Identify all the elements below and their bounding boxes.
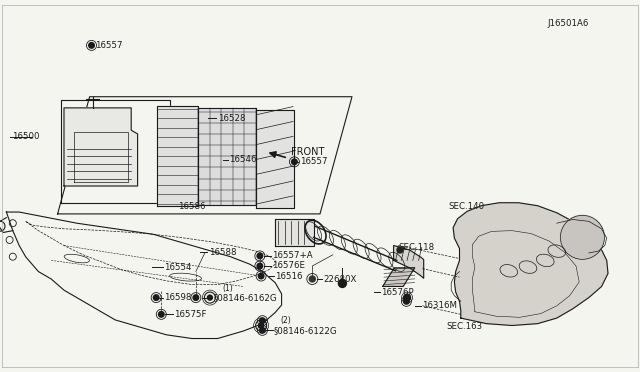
Circle shape [259, 323, 264, 328]
Polygon shape [157, 106, 198, 206]
Polygon shape [256, 110, 294, 208]
Text: 16554: 16554 [164, 263, 191, 272]
Polygon shape [275, 219, 314, 246]
Circle shape [193, 295, 198, 301]
Circle shape [260, 318, 265, 324]
Polygon shape [394, 246, 424, 278]
Polygon shape [64, 108, 138, 186]
Circle shape [404, 294, 410, 301]
Polygon shape [453, 203, 608, 326]
Text: (2): (2) [280, 316, 291, 325]
Text: (1): (1) [223, 284, 234, 293]
Text: 16557: 16557 [300, 157, 327, 166]
Bar [198, 108, 256, 205]
Circle shape [339, 279, 346, 288]
Circle shape [154, 295, 159, 301]
Text: §08146-6162G: §08146-6162G [214, 293, 277, 302]
Text: 22680X: 22680X [323, 275, 356, 283]
Text: 16500: 16500 [12, 132, 39, 141]
Text: §08146-6122G: §08146-6122G [274, 326, 337, 335]
Text: 16598: 16598 [164, 293, 191, 302]
Text: 16528: 16528 [218, 114, 245, 123]
Text: 16575F: 16575F [174, 310, 207, 319]
Text: 16557: 16557 [95, 41, 122, 50]
Circle shape [397, 247, 403, 253]
Text: 16546: 16546 [229, 155, 257, 164]
Circle shape [259, 273, 264, 279]
Circle shape [292, 159, 297, 165]
Circle shape [260, 327, 265, 333]
Text: 16557+A: 16557+A [272, 251, 312, 260]
Text: FRONT: FRONT [291, 147, 324, 157]
Text: SEC.118: SEC.118 [398, 243, 434, 252]
Text: SEC.140: SEC.140 [448, 202, 484, 211]
Text: SEC.163: SEC.163 [447, 322, 483, 331]
Circle shape [257, 253, 262, 259]
Text: 16316M: 16316M [422, 301, 458, 310]
Circle shape [561, 215, 604, 259]
Circle shape [404, 298, 409, 304]
Text: J16501A6: J16501A6 [548, 19, 589, 28]
Polygon shape [383, 268, 415, 286]
Text: 16576P: 16576P [381, 288, 413, 296]
Text: 16516: 16516 [275, 272, 303, 280]
Circle shape [309, 276, 316, 282]
Circle shape [89, 42, 94, 48]
Circle shape [159, 311, 164, 317]
Circle shape [257, 263, 262, 269]
Text: 16586: 16586 [178, 202, 205, 211]
Circle shape [207, 295, 212, 300]
Text: 16576E: 16576E [272, 262, 305, 270]
Text: 16588: 16588 [209, 248, 236, 257]
